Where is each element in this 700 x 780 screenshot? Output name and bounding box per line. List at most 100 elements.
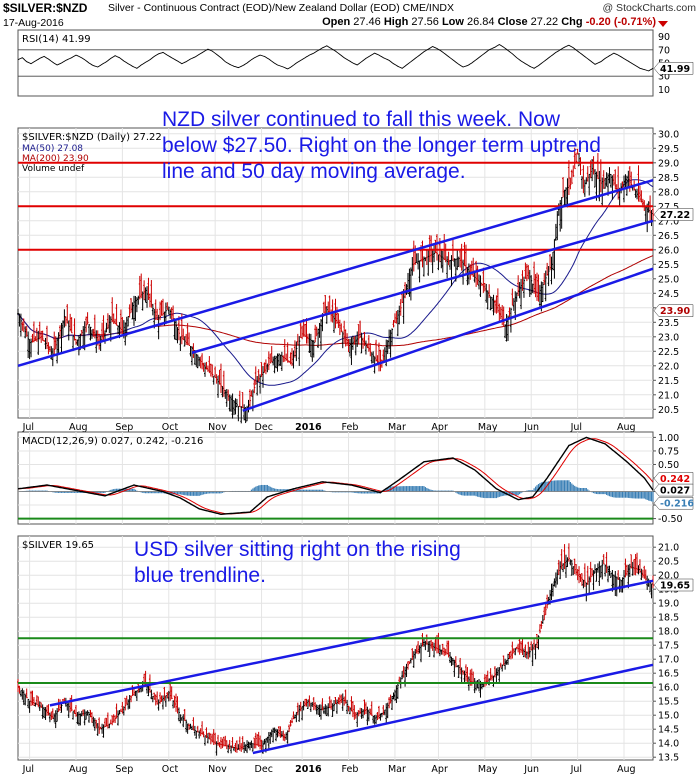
usd-tick-label: 16.5 xyxy=(658,669,679,680)
chg-value: -0.20 (-0.71%) xyxy=(585,16,656,28)
nzd-tick-label: 22.0 xyxy=(658,361,679,372)
ma200-last-tag-label: 23.90 xyxy=(660,306,690,317)
usd-trendline xyxy=(252,663,654,755)
nzd-annotation: NZD silver continued to fall this week. … xyxy=(162,108,601,183)
nzd-x-label: Feb xyxy=(342,422,359,433)
usd-x-label: Oct xyxy=(162,764,179,775)
rsi-title: RSI(14) 41.99 xyxy=(22,34,91,45)
nzd-tick-label: 25.0 xyxy=(658,274,679,285)
usd-tick-label: 13.5 xyxy=(658,753,679,764)
nzd-tick-label: 23.0 xyxy=(658,332,679,343)
usd-tick-label: 17.0 xyxy=(658,655,679,666)
macd-tick-label: 0.50 xyxy=(658,460,679,471)
usd-tick-label: 20.0 xyxy=(658,571,679,582)
nzd-x-label: Sep xyxy=(115,422,133,433)
usd-x-label: Feb xyxy=(342,764,359,775)
usd-x-label: Apr xyxy=(431,764,448,775)
nzd-tick-label: 23.5 xyxy=(658,318,679,329)
chart-date: 17-Aug-2016 xyxy=(3,17,64,29)
low-label: Low xyxy=(441,16,464,28)
usd-tick-label: 14.5 xyxy=(658,725,679,736)
nzd-x-label: Jul xyxy=(570,422,582,433)
nzd-tick-label: 30.0 xyxy=(658,129,679,140)
usd-title: $SILVER 19.65 xyxy=(22,540,94,551)
nzd-x-label: Dec xyxy=(255,422,273,433)
nzd-trendline xyxy=(242,267,654,412)
nzd-x-label: Jun xyxy=(523,422,539,433)
nzd-x-label: Jul xyxy=(22,422,34,433)
volume-legend: Volume undef xyxy=(22,164,85,174)
usd-last-tag xyxy=(653,578,694,592)
nzd-title: $SILVER:$NZD (Daily) 27.22 xyxy=(22,132,162,143)
rsi-last-tag xyxy=(653,62,694,75)
rsi-panel-frame xyxy=(17,29,654,97)
usd-x-label: May xyxy=(478,764,498,775)
usd-tick-label: 18.5 xyxy=(658,613,679,624)
usd-x-label: Dec xyxy=(255,764,273,775)
macd-signal-last-tag xyxy=(653,472,694,485)
low-value: 26.84 xyxy=(467,16,495,28)
macd-signal-last-tag-label: 0.242 xyxy=(660,474,690,485)
nzd-x-label: Nov xyxy=(208,422,227,433)
usd-trendline xyxy=(49,579,654,707)
high-label: High xyxy=(383,16,409,28)
macd-last-tag xyxy=(653,483,694,497)
usd-tick-label: 14.0 xyxy=(658,739,679,750)
usd-x-label: Sep xyxy=(115,764,133,775)
nzd-tick-label: 28.5 xyxy=(658,173,679,184)
nzd-last-tag-label: 27.22 xyxy=(660,210,690,221)
usd-x-label: 2016 xyxy=(295,764,322,775)
rsi-tick-label: 70 xyxy=(658,45,670,56)
usd-x-label: Nov xyxy=(208,764,227,775)
rsi-tick-label: 30 xyxy=(658,72,670,83)
macd-line xyxy=(17,436,654,516)
close-label: Close xyxy=(497,16,528,28)
usd-x-label: Aug xyxy=(69,764,88,775)
nzd-x-label: Mar xyxy=(388,422,406,433)
nzd-tick-label: 24.5 xyxy=(658,289,679,300)
usd-annotation: USD silver sitting right on the rising b… xyxy=(134,538,461,587)
nzd-x-label: Aug xyxy=(617,422,636,433)
ma200-last-tag xyxy=(653,304,694,317)
nzd-tick-label: 29.5 xyxy=(658,144,679,155)
usd-last-tag-label: 19.65 xyxy=(660,581,690,592)
nzd-x-label: Apr xyxy=(431,422,448,433)
open-value: 27.46 xyxy=(353,16,381,28)
usd-tick-label: 15.0 xyxy=(658,711,679,722)
rsi-tick-label: 10 xyxy=(658,85,670,96)
macd-tick-label: -0.50 xyxy=(658,514,683,525)
chart-symbol: $SILVER:$NZD xyxy=(3,1,88,15)
ohlc-readout: Open 27.46 High 27.56 Low 26.84 Close 27… xyxy=(322,16,656,28)
usd-tick-label: 19.0 xyxy=(658,599,679,610)
usd-x-label: Jul xyxy=(22,764,34,775)
nzd-tick-label: 29.0 xyxy=(658,158,679,169)
macd-hist-last-tag xyxy=(653,496,694,510)
usd-tick-label: 20.5 xyxy=(658,557,679,568)
usd-panel-frame xyxy=(17,535,654,761)
macd-last-tag-label: 0.027 xyxy=(660,486,690,497)
stockcharts-credit: @ StockCharts.com xyxy=(602,2,696,14)
high-value: 27.56 xyxy=(411,16,439,28)
ma200-legend: MA(200) 23.90 xyxy=(22,154,89,164)
macd-hist-last-tag-label: -0.216 xyxy=(660,499,694,510)
nzd-tick-label: 27.0 xyxy=(658,216,679,227)
usd-tick-label: 18.0 xyxy=(658,627,679,638)
usd-tick-label: 15.5 xyxy=(658,697,679,708)
nzd-tick-label: 20.5 xyxy=(658,405,679,416)
rsi-last-tag-label: 41.99 xyxy=(660,64,690,75)
chg-label: Chg xyxy=(561,16,583,28)
nzd-trendline xyxy=(17,179,654,367)
macd-tick-label: 1.00 xyxy=(658,433,679,444)
ma50-legend: MA(50) 27.08 xyxy=(22,144,83,154)
nzd-tick-label: 26.0 xyxy=(658,245,679,256)
rsi-tick-label: 90 xyxy=(658,32,670,43)
nzd-x-label: 2016 xyxy=(295,422,322,433)
nzd-trendline xyxy=(191,219,654,354)
macd-title: MACD(12,26,9) 0.027, 0.242, -0.216 xyxy=(22,436,203,447)
rsi-line xyxy=(17,43,654,72)
close-value: 27.22 xyxy=(530,16,559,28)
nzd-tick-label: 25.5 xyxy=(658,260,679,271)
nzd-x-label: May xyxy=(478,422,498,433)
nzd-tick-label: 28.0 xyxy=(658,187,679,198)
